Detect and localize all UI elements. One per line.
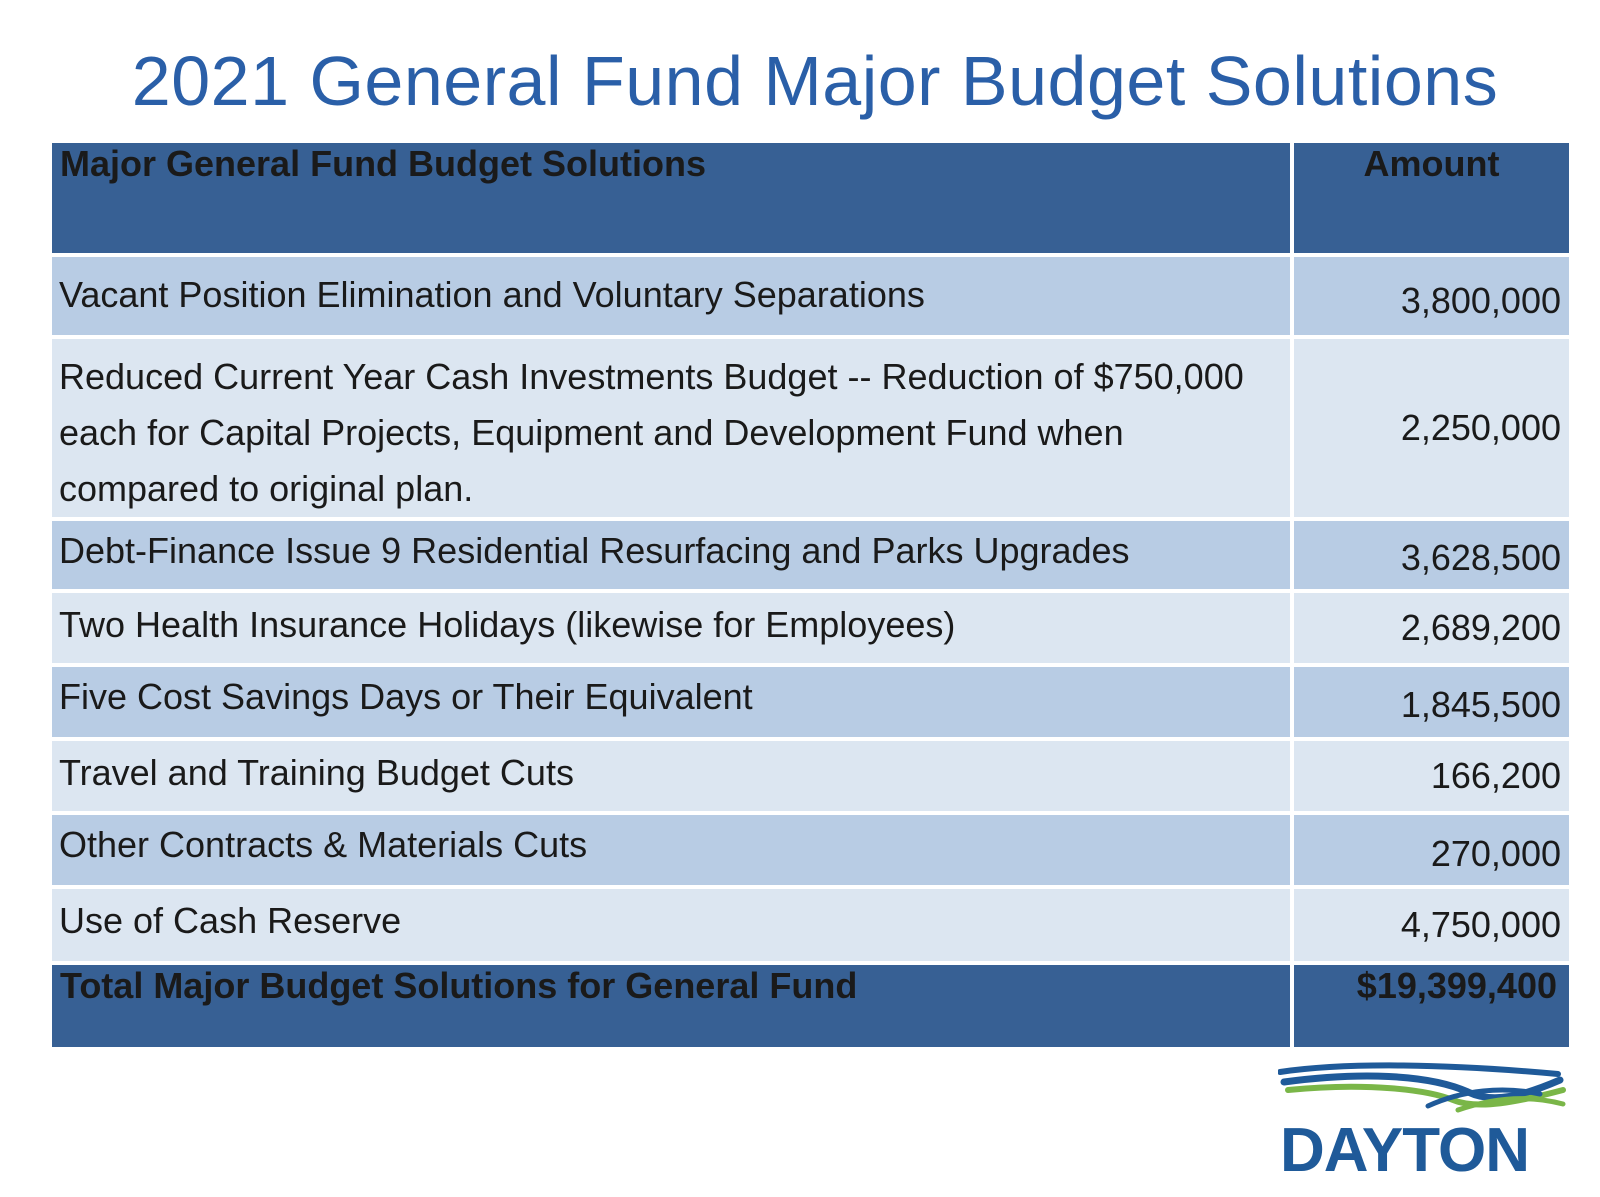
row-amount: 2,250,000 [1292, 337, 1569, 521]
row-description: Debt-Finance Issue 9 Residential Resurfa… [52, 519, 1294, 593]
row-amount: 3,800,000 [1292, 255, 1569, 339]
table-row: Two Health Insurance Holidays (likewise … [52, 591, 1569, 667]
table-row: Debt-Finance Issue 9 Residential Resurfa… [52, 519, 1569, 593]
total-amount: $19,399,400 [1292, 963, 1569, 1051]
row-description: Use of Cash Reserve [52, 887, 1294, 965]
row-description: Two Health Insurance Holidays (likewise … [52, 591, 1294, 667]
row-amount: 4,750,000 [1292, 887, 1569, 965]
dayton-logo: DAYTON [1278, 1060, 1578, 1188]
total-row: Total Major Budget Solutions for General… [52, 963, 1569, 1051]
logo-text: DAYTON [1280, 1116, 1530, 1185]
row-amount: 2,689,200 [1292, 591, 1569, 667]
row-description: Five Cost Savings Days or Their Equivale… [52, 665, 1294, 741]
budget-table: Major General Fund Budget Solutions Amou… [52, 143, 1569, 1051]
row-description: Travel and Training Budget Cuts [52, 739, 1294, 815]
table-row: Reduced Current Year Cash Investments Bu… [52, 337, 1569, 521]
logo-swoosh-icon [1278, 1062, 1566, 1113]
total-description: Total Major Budget Solutions for General… [52, 963, 1294, 1051]
row-description: Reduced Current Year Cash Investments Bu… [52, 337, 1294, 521]
amount-column-header: Amount [1292, 143, 1569, 257]
row-description: Vacant Position Elimination and Voluntar… [52, 255, 1294, 339]
table-row: Travel and Training Budget Cuts 166,200 [52, 739, 1569, 815]
table-row: Other Contracts & Materials Cuts 270,000 [52, 813, 1569, 889]
table-row: Five Cost Savings Days or Their Equivale… [52, 665, 1569, 741]
row-description: Other Contracts & Materials Cuts [52, 813, 1294, 889]
row-amount: 270,000 [1292, 813, 1569, 889]
row-amount: 1,845,500 [1292, 665, 1569, 741]
table-row: Vacant Position Elimination and Voluntar… [52, 255, 1569, 339]
description-column-header: Major General Fund Budget Solutions [52, 143, 1294, 257]
row-amount: 166,200 [1292, 739, 1569, 815]
page-title: 2021 General Fund Major Budget Solutions [131, 42, 1499, 120]
row-amount: 3,628,500 [1292, 519, 1569, 593]
table-row: Use of Cash Reserve 4,750,000 [52, 887, 1569, 965]
table-header-row: Major General Fund Budget Solutions Amou… [52, 143, 1569, 257]
